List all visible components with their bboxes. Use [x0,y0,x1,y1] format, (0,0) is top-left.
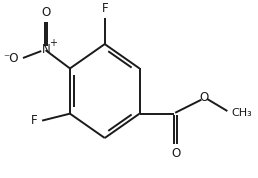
Text: F: F [31,114,38,127]
Text: O: O [171,147,181,160]
Text: F: F [101,2,108,15]
Text: ⁻O: ⁻O [3,52,19,65]
Text: +: + [50,38,58,48]
Text: O: O [199,91,208,104]
Text: CH₃: CH₃ [232,108,253,118]
Text: N: N [42,43,51,56]
Text: O: O [41,6,51,19]
